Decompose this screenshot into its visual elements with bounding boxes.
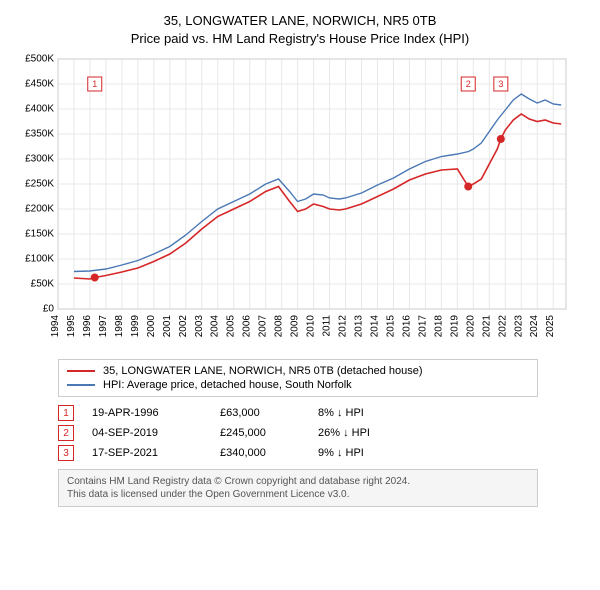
attribution-line-1: Contains HM Land Registry data © Crown c… <box>67 475 529 488</box>
sale-event-date: 17-SEP-2021 <box>92 447 202 459</box>
svg-text:£100K: £100K <box>25 254 54 265</box>
sale-event-row: 3 17-SEP-2021 £340,000 9% ↓ HPI <box>58 443 538 463</box>
svg-text:£500K: £500K <box>25 54 54 65</box>
sale-marker-dot <box>497 135 505 143</box>
svg-text:£350K: £350K <box>25 129 54 140</box>
sale-marker-label: 2 <box>466 79 471 89</box>
svg-text:2002: 2002 <box>178 315 189 338</box>
svg-text:2012: 2012 <box>338 315 349 338</box>
svg-text:£300K: £300K <box>25 154 54 165</box>
sale-events: 1 19-APR-1996 £63,000 8% ↓ HPI 2 04-SEP-2019 £… <box>58 403 538 463</box>
svg-text:£450K: £450K <box>25 79 54 90</box>
title-line-2: Price paid vs. HM Land Registry's House … <box>18 30 582 48</box>
svg-text:2011: 2011 <box>322 315 333 337</box>
legend-item: HPI: Average price, detached house, Sout… <box>67 378 529 392</box>
svg-text:2019: 2019 <box>449 315 460 338</box>
svg-text:2016: 2016 <box>401 315 412 338</box>
svg-text:2022: 2022 <box>497 315 508 338</box>
svg-text:2009: 2009 <box>290 315 301 338</box>
svg-text:£200K: £200K <box>25 204 54 215</box>
sale-event-price: £63,000 <box>220 407 300 419</box>
legend-swatch <box>67 384 95 386</box>
svg-text:2006: 2006 <box>242 315 253 338</box>
svg-text:1998: 1998 <box>114 315 125 338</box>
svg-text:2013: 2013 <box>354 315 365 338</box>
legend-swatch <box>67 370 95 372</box>
attribution: Contains HM Land Registry data © Crown c… <box>58 469 538 507</box>
legend-label: 35, LONGWATER LANE, NORWICH, NR5 0TB (de… <box>103 365 423 377</box>
sale-marker-dot <box>91 274 99 282</box>
attribution-line-2: This data is licensed under the Open Gov… <box>67 488 529 501</box>
price-chart-svg: £0 £50K £100K £150K £200K £250K £300K £350K £400… <box>18 53 582 353</box>
svg-text:2010: 2010 <box>306 315 317 338</box>
sale-marker-label: 1 <box>92 79 97 89</box>
svg-text:2001: 2001 <box>162 315 173 338</box>
sale-event-price: £340,000 <box>220 447 300 459</box>
svg-text:2025: 2025 <box>545 315 556 338</box>
sale-marker-dot <box>464 183 472 191</box>
svg-text:2007: 2007 <box>258 315 269 338</box>
svg-text:1996: 1996 <box>82 315 93 338</box>
sale-event-delta: 26% ↓ HPI <box>318 427 428 439</box>
svg-text:2005: 2005 <box>226 315 237 338</box>
sale-marker-label: 3 <box>498 79 503 89</box>
sale-event-row: 2 04-SEP-2019 £245,000 26% ↓ HPI <box>58 423 538 443</box>
svg-text:£150K: £150K <box>25 229 54 240</box>
title-line-1: 35, LONGWATER LANE, NORWICH, NR5 0TB <box>18 12 582 30</box>
svg-text:2014: 2014 <box>369 315 380 338</box>
legend-item: 35, LONGWATER LANE, NORWICH, NR5 0TB (de… <box>67 364 529 378</box>
svg-text:2024: 2024 <box>529 315 540 338</box>
svg-text:2015: 2015 <box>385 315 396 338</box>
svg-text:1997: 1997 <box>98 315 109 338</box>
legend-label: HPI: Average price, detached house, Sout… <box>103 379 352 391</box>
sale-event-date: 04-SEP-2019 <box>92 427 202 439</box>
svg-text:1995: 1995 <box>66 315 77 338</box>
sale-event-date: 19-APR-1996 <box>92 407 202 419</box>
svg-text:2020: 2020 <box>465 315 476 338</box>
svg-text:2000: 2000 <box>146 315 157 338</box>
svg-text:£250K: £250K <box>25 179 54 190</box>
svg-text:2004: 2004 <box>210 315 221 338</box>
svg-text:2008: 2008 <box>274 315 285 338</box>
svg-text:£400K: £400K <box>25 104 54 115</box>
svg-text:2018: 2018 <box>433 315 444 338</box>
sale-event-marker: 2 <box>58 425 74 441</box>
sale-event-marker: 3 <box>58 445 74 461</box>
svg-text:2021: 2021 <box>481 315 492 338</box>
svg-text:2023: 2023 <box>513 315 524 338</box>
legend: 35, LONGWATER LANE, NORWICH, NR5 0TB (de… <box>58 359 538 397</box>
svg-text:1994: 1994 <box>50 315 61 338</box>
sale-event-delta: 9% ↓ HPI <box>318 447 428 459</box>
chart-title: 35, LONGWATER LANE, NORWICH, NR5 0TB Pri… <box>18 12 582 47</box>
sale-event-row: 1 19-APR-1996 £63,000 8% ↓ HPI <box>58 403 538 423</box>
sale-event-marker: 1 <box>58 405 74 421</box>
svg-text:£50K: £50K <box>31 279 55 290</box>
sale-event-delta: 8% ↓ HPI <box>318 407 428 419</box>
svg-text:£0: £0 <box>43 304 55 315</box>
svg-text:2003: 2003 <box>194 315 205 338</box>
chart-area: £0 £50K £100K £150K £200K £250K £300K £350K £400… <box>18 53 582 353</box>
svg-text:1999: 1999 <box>130 315 141 338</box>
svg-text:2017: 2017 <box>417 315 428 338</box>
sale-event-price: £245,000 <box>220 427 300 439</box>
